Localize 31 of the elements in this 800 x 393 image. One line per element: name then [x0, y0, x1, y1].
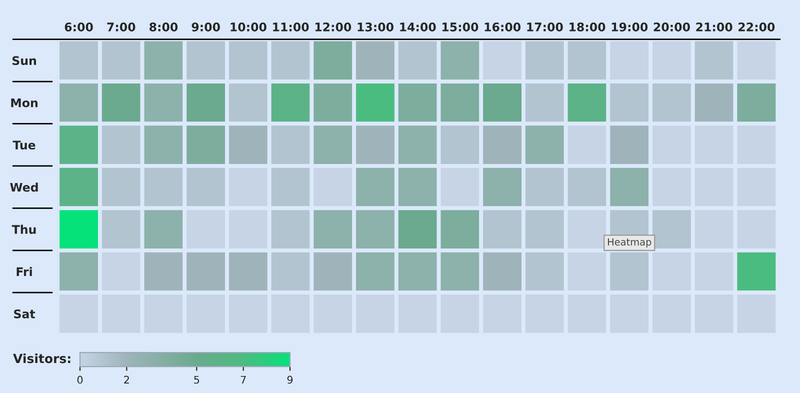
color-bar-label: 2 [124, 376, 129, 384]
annotation: Heatmap [608, 238, 652, 248]
x-tick-label: 12:00 [315, 22, 352, 32]
x-tick-label: 19:00 [612, 22, 648, 32]
y-tick-label: Wed [10, 182, 38, 192]
x-tick-label: 6:00 [64, 22, 93, 32]
x-tick-label: 11:00 [273, 22, 309, 32]
color-bar-label: 7 [240, 376, 246, 384]
x-tick-label: 7:00 [107, 22, 136, 32]
x-tick-label: 16:00 [484, 22, 521, 32]
y-tick-label: Mon [11, 98, 38, 108]
x-tick-label: 17:00 [527, 22, 563, 32]
x-tick-label: 13:00 [358, 22, 394, 32]
y-tick-label: Sat [14, 309, 36, 318]
y-tick-label: Sun [12, 56, 36, 66]
color-bar-title: Visitors: [13, 354, 70, 364]
x-tick-label: 14:00 [400, 22, 436, 32]
x-tick-label: 15:00 [442, 22, 478, 32]
color-bar-label: 5 [194, 376, 200, 384]
color-bar-label: 9 [287, 376, 293, 384]
x-tick-label: 9:00 [192, 22, 220, 32]
x-tick-label: 21:00 [696, 22, 732, 32]
x-tick-label: 18:00 [570, 22, 606, 32]
x-tick-label: 10:00 [230, 22, 266, 32]
x-tick-label: 8:00 [150, 22, 178, 32]
x-tick-label: 20:00 [654, 22, 690, 32]
y-tick-label: Thu [12, 224, 36, 234]
y-tick-label: Fri [16, 267, 32, 276]
x-tick-label: 22:00 [738, 22, 775, 32]
y-tick-label: Tue [12, 140, 36, 150]
color-bar-label: 0 [77, 376, 83, 384]
